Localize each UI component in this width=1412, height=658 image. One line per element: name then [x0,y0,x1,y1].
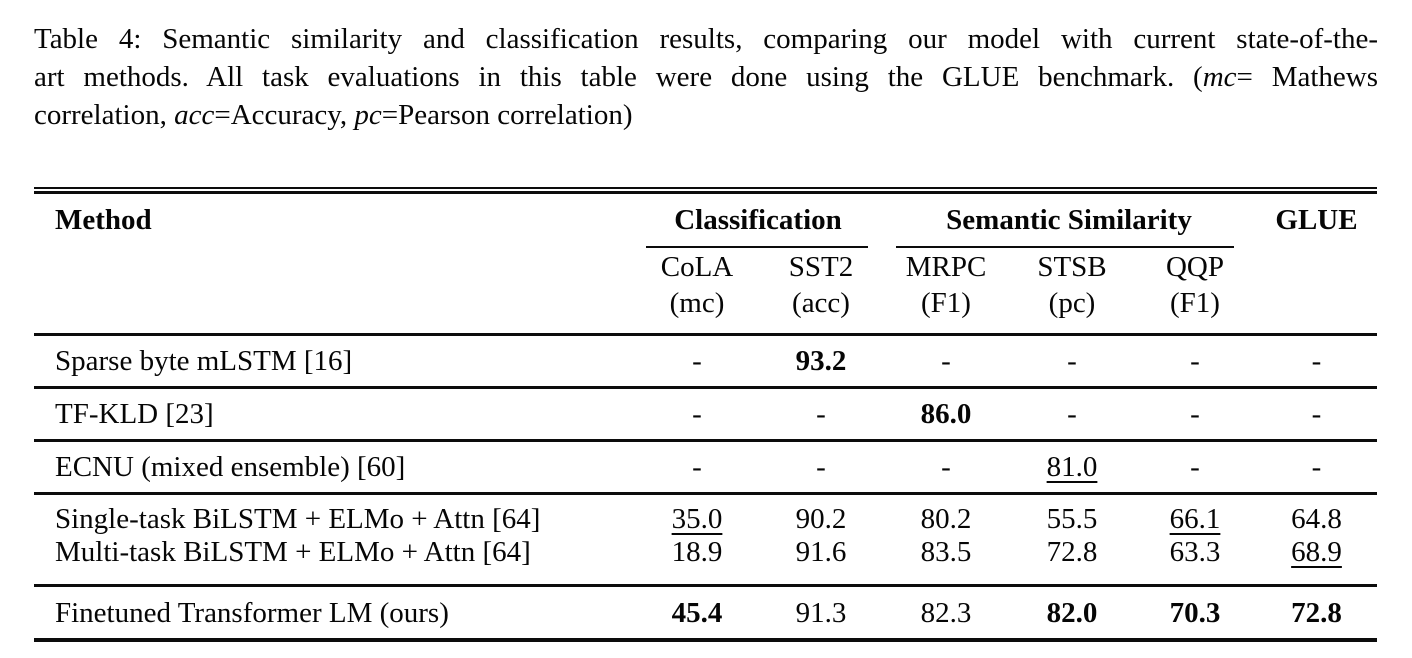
row-separator-4 [34,584,1377,587]
value-cell-stsb: 55.5 [1046,503,1098,535]
row-separator-2 [34,439,1377,442]
column-group-classification: Classification [674,204,842,236]
value-cell-stsb: 81.0 [1046,451,1098,483]
value-cell-qqp: - [1190,398,1200,430]
column-header-sst2: SST2 (acc) [760,249,882,321]
caption-line-1: Table 4: Semantic similarity and classif… [34,20,1378,58]
value-cell-mrpc: 83.5 [920,536,972,568]
caption-abbrev-pc: pc [354,99,382,131]
value-cell-qqp: 70.3 [1169,597,1221,629]
column-name: MRPC [905,251,987,283]
column-group-glue: GLUE [1275,204,1358,236]
value-cell-cola: 45.4 [671,597,723,629]
column-name: QQP [1165,251,1224,283]
column-name: STSB [1037,251,1107,283]
method-column-header: Method [55,204,152,236]
classification-group-underline [646,246,868,248]
table-row-tf-kld: TF-KLD [23] - - 86.0 - - - [34,396,1377,432]
value-cell-cola: 35.0 [671,503,723,535]
method-cell: TF-KLD [23] [55,398,214,430]
method-cell: Multi-task BiLSTM + ELMo + Attn [64] [55,536,531,568]
column-header-qqp: QQP (F1) [1134,249,1256,321]
value-cell-sst2: 90.2 [795,503,847,535]
column-name: CoLA [660,251,734,283]
caption-abbrev-mc: mc [1202,61,1237,93]
value-cell-glue: 72.8 [1291,597,1342,629]
empty-cell [1256,249,1377,321]
semantic-group-underline [896,246,1234,248]
column-header-mrpc: MRPC (F1) [882,249,1010,321]
method-cell: ECNU (mixed ensemble) [60] [55,451,406,483]
column-metric: (F1) [921,287,971,319]
table-top-rule-thin [34,187,1377,189]
column-header-cola: CoLA (mc) [634,249,760,321]
value-cell-sst2: 91.3 [795,597,847,629]
method-cell: Single-task BiLSTM + ELMo + Attn [64] [55,503,541,535]
caption-text: = Mathews [1236,61,1379,93]
header-bottom-rule [34,333,1377,336]
column-metric: (mc) [669,287,725,319]
caption-text: Table 4: Semantic similarity and classif… [34,23,1378,55]
table-row-multi-task-bilstm: Multi-task BiLSTM + ELMo + Attn [64] 18.… [34,534,1377,570]
value-cell-glue: 68.9 [1291,536,1342,568]
value-cell-glue: - [1311,345,1322,377]
value-cell-mrpc: 80.2 [920,503,972,535]
value-cell-stsb: - [1067,345,1077,377]
value-cell-glue: - [1311,398,1322,430]
value-cell-mrpc: 86.0 [920,398,972,430]
value-cell-mrpc: 82.3 [920,597,972,629]
caption-line-3: correlation, acc=Accuracy, pc=Pearson co… [34,96,1378,134]
value-cell-stsb: 82.0 [1046,597,1098,629]
value-cell-qqp: 66.1 [1169,503,1221,535]
empty-cell [34,249,634,321]
method-cell: Finetuned Transformer LM (ours) [55,597,449,629]
column-name: SST2 [788,251,854,283]
table-row-single-task-bilstm: Single-task BiLSTM + ELMo + Attn [64] 35… [34,501,1377,537]
value-cell-cola: 18.9 [671,536,723,568]
table-group-header-row: Method Classification Semantic Similarit… [34,202,1377,238]
value-cell-cola: - [692,398,702,430]
caption-text: =Pearson correlation) [381,99,633,131]
table-top-rule-thick [34,191,1377,194]
caption-text: =Accuracy, [214,99,355,131]
value-cell-cola: - [692,451,702,483]
value-cell-stsb: - [1067,398,1077,430]
column-header-stsb: STSB (pc) [1010,249,1134,321]
table-bottom-rule [34,638,1377,642]
column-metric: (pc) [1048,287,1096,319]
value-cell-cola: - [692,345,702,377]
table-row-ecnu: ECNU (mixed ensemble) [60] - - - 81.0 - … [34,449,1377,485]
value-cell-qqp: 63.3 [1169,536,1221,568]
value-cell-sst2: 93.2 [795,345,847,377]
value-cell-mrpc: - [941,451,951,483]
value-cell-sst2: - [816,451,826,483]
table-row-sparse-byte-mlstm: Sparse byte mLSTM [16] - 93.2 - - - - [34,343,1377,379]
value-cell-sst2: - [816,398,826,430]
caption-line-2: art methods. All task evaluations in thi… [34,58,1378,96]
table-subheader-row: CoLA (mc) SST2 (acc) MRPC (F1) STSB (pc)… [34,249,1377,321]
value-cell-sst2: 91.6 [795,536,847,568]
value-cell-glue: 64.8 [1291,503,1342,535]
caption-text: art methods. All task evaluations in thi… [34,61,1203,93]
value-cell-qqp: - [1190,451,1200,483]
caption-text: correlation, [34,99,175,131]
caption-abbrev-acc: acc [174,99,215,131]
row-separator-3 [34,492,1377,495]
table-caption: Table 4: Semantic similarity and classif… [34,20,1378,134]
value-cell-glue: - [1311,451,1322,483]
column-metric: (acc) [792,287,850,319]
table-row-finetuned-transformer: Finetuned Transformer LM (ours) 45.4 91.… [34,595,1377,631]
column-group-semantic-similarity: Semantic Similarity [946,204,1192,236]
value-cell-stsb: 72.8 [1046,536,1098,568]
method-cell: Sparse byte mLSTM [16] [55,345,353,377]
row-separator-1 [34,386,1377,389]
value-cell-mrpc: - [941,345,951,377]
value-cell-qqp: - [1190,345,1200,377]
column-metric: (F1) [1170,287,1220,319]
